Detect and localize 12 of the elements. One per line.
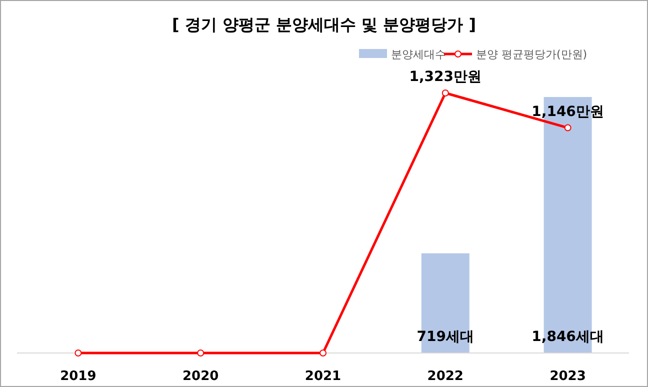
data-label: 1,846세대 (532, 329, 604, 345)
chart-title: [ 경기 양평군 분양세대수 및 분양평당가 ] (172, 15, 476, 34)
legend-label: 분양 평균평당가(만원) (476, 48, 588, 61)
x-tick-label: 2021 (304, 369, 342, 384)
data-label: 1,323만원 (409, 69, 482, 85)
data-label: 719세대 (416, 329, 474, 345)
legend-label: 분양세대수 (391, 48, 446, 61)
x-tick-label: 2019 (60, 369, 96, 384)
x-tick-label: 2020 (182, 369, 219, 384)
x-tick-label: 2023 (550, 369, 586, 384)
data-label: 1,146만원 (532, 104, 604, 120)
x-tick-label: 2022 (427, 369, 464, 384)
